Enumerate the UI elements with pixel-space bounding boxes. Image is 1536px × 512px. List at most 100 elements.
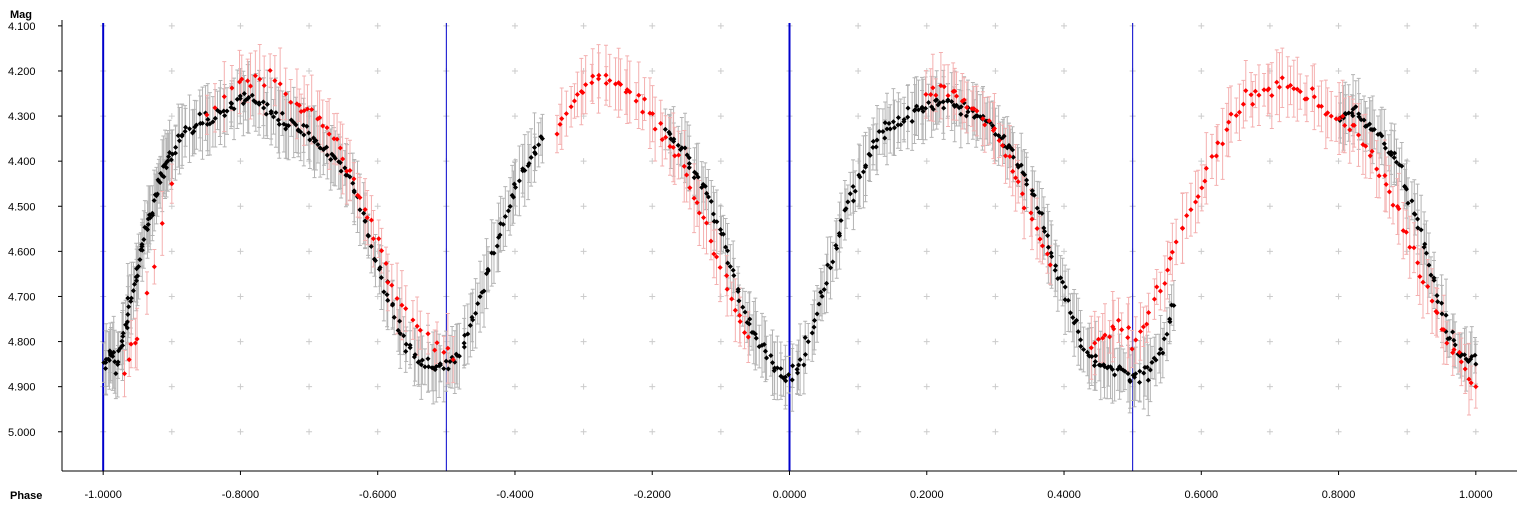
data-point-black [1371,126,1377,132]
data-point-black [1421,244,1427,250]
data-point-black [940,99,946,105]
grid-plus-marker [511,67,518,74]
data-point-black [401,333,407,339]
data-point-red [1236,109,1242,115]
grid-plus-marker [992,338,999,345]
data-point-red [385,279,391,285]
data-point-black [154,191,160,197]
data-point-black [895,115,901,121]
data-point-black [1452,342,1458,348]
data-point-black [890,119,896,125]
grid-plus-marker [168,203,175,210]
grid-plus-marker [1404,383,1411,390]
data-point-red [126,357,132,363]
data-point-black [887,126,893,132]
y-tick-label: 4.500 [8,201,36,213]
data-point-red [1167,255,1173,262]
grid-plus-marker [374,22,381,29]
data-point-red [729,296,735,302]
data-point-red [1133,337,1139,343]
data-point-black [941,105,947,111]
data-point-black [898,122,904,128]
data-point-black [1045,244,1051,250]
data-point-red [1243,88,1249,94]
data-point-red [945,93,951,99]
data-point-red [1269,93,1275,99]
data-point-black [1010,154,1016,160]
grid-plus-marker [855,428,862,435]
data-point-black [1045,233,1051,239]
data-point-red [272,78,278,84]
y-axis-title: Mag [10,9,32,21]
data-point-black [473,310,479,316]
data-point-red [1228,111,1234,117]
data-point-red [1220,141,1226,147]
data-point-red [1015,179,1021,185]
grid-plus-marker [717,338,724,345]
grid-plus-marker [855,383,862,390]
grid-plus-marker [1472,203,1479,210]
grid-plus-marker [1472,293,1479,300]
data-point-black [261,105,267,111]
grid-plus-marker [1266,293,1273,300]
grid-plus-marker [168,293,175,300]
data-point-black [1435,299,1441,305]
data-point-red [1188,207,1194,213]
data-point-black [130,288,136,294]
grid-plus-marker [1335,158,1342,165]
data-point-red [681,163,687,169]
data-point-red [239,76,245,82]
data-point-red [1456,349,1462,355]
data-point-black [1060,279,1066,285]
data-point-black [173,144,179,150]
data-point-black [1415,225,1421,231]
data-point-red [370,236,376,242]
data-point-black [224,108,230,114]
data-point-red [1374,166,1380,172]
data-point-red [1248,92,1254,98]
data-point-red [636,92,642,98]
grid-plus-marker [1061,67,1068,74]
data-point-red [357,195,363,201]
grid-plus-marker [855,248,862,255]
data-point-black [222,113,228,119]
data-point-black [161,174,167,180]
data-point-red [1411,245,1417,251]
data-point-red [1157,288,1163,294]
data-point-red [245,78,251,84]
data-point-red [1192,199,1199,205]
data-point-red [1462,366,1468,372]
data-point-red [128,341,134,347]
grid-plus-marker [1335,338,1342,345]
data-point-red [1154,284,1160,290]
data-point-black [125,295,131,301]
data-point-red [691,195,697,201]
data-point-black [1031,192,1037,198]
grid-plus-marker [306,203,313,210]
data-point-black [1093,353,1099,359]
data-point-black [419,357,425,363]
data-point-red [277,81,283,87]
grid-plus-marker [1404,67,1411,74]
data-point-black [497,232,503,238]
data-point-black [850,198,856,204]
data-point-red [1304,96,1310,102]
data-point-red [696,210,702,216]
data-point-red [1209,153,1215,160]
grid-plus-marker [1335,22,1342,29]
grid-plus-marker [855,22,862,29]
data-point-black [212,115,218,121]
grid-plus-marker [649,383,656,390]
data-point-black [1377,131,1383,137]
data-point-black [441,366,447,372]
data-point-red [571,98,578,104]
data-point-black [774,365,780,371]
data-point-black [1461,352,1468,358]
data-point-black [128,298,134,304]
data-point-black [241,91,247,97]
grid-plus-marker [306,383,313,390]
data-point-red [1107,334,1113,340]
data-point-red [1274,79,1280,85]
grid-plus-marker [1266,203,1273,210]
